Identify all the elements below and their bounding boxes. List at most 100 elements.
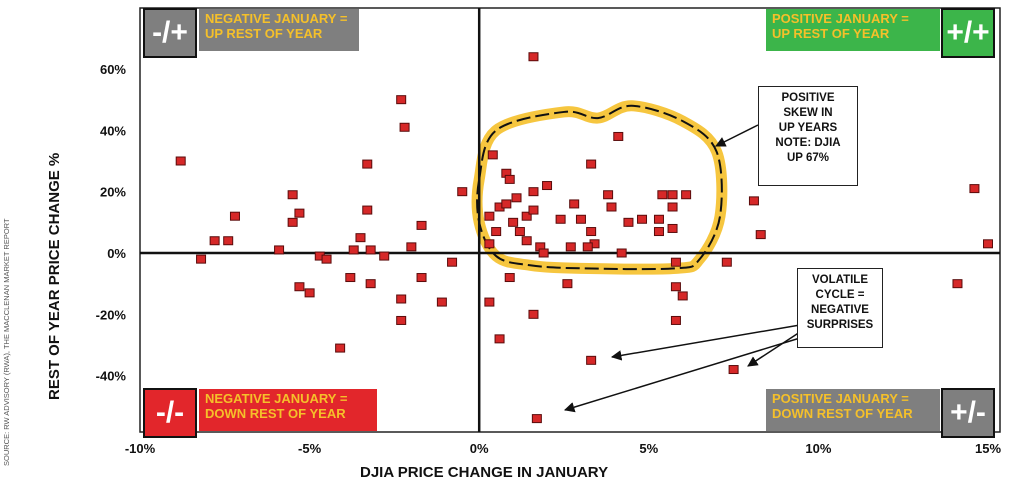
data-point <box>416 220 427 230</box>
data-point <box>569 199 580 209</box>
badge-bottom-right: +/- <box>941 388 995 438</box>
x-tick-label: 15% <box>975 441 1001 456</box>
y-tick-label: 20% <box>100 185 126 200</box>
data-point <box>436 297 447 307</box>
y-tick-label: 60% <box>100 62 126 77</box>
data-point <box>355 233 366 243</box>
data-point <box>175 156 186 166</box>
data-point <box>606 202 617 212</box>
x-tick-label: 10% <box>805 441 831 456</box>
data-point <box>396 294 407 304</box>
data-point <box>542 181 553 191</box>
data-point <box>657 190 668 200</box>
axes <box>139 7 1001 433</box>
annotation-arrow <box>715 124 759 147</box>
data-point <box>487 150 498 160</box>
data-point <box>348 245 359 255</box>
data-point <box>670 315 681 325</box>
data-point <box>623 217 634 227</box>
data-point <box>514 227 525 237</box>
x-tick-labels: -10% -5% 0% 5% 10% 15% <box>125 441 1002 456</box>
data-point <box>287 217 298 227</box>
data-point <box>504 174 515 184</box>
data-point <box>379 251 390 261</box>
highlight-dashed-outline <box>476 104 723 271</box>
y-tick-label: 0% <box>107 246 126 261</box>
data-point <box>562 279 573 289</box>
y-tick-label: 40% <box>100 123 126 138</box>
y-tick-labels: 60% 40% 20% 0% -20% -40% <box>96 62 127 384</box>
data-point <box>528 52 539 62</box>
annotation-arrow <box>563 337 801 413</box>
data-point <box>667 190 678 200</box>
data-point <box>613 131 624 141</box>
data-point <box>653 214 664 224</box>
data-point <box>748 196 759 206</box>
data-point <box>721 257 732 267</box>
annotation-arrows <box>563 124 801 413</box>
data-point <box>511 193 522 203</box>
data-point <box>528 187 539 197</box>
data-point <box>196 254 207 264</box>
data-point <box>365 245 376 255</box>
data-point <box>555 214 566 224</box>
data-point <box>670 257 681 267</box>
data-point <box>406 242 417 252</box>
data-point <box>416 273 427 283</box>
data-point <box>521 236 532 246</box>
data-points <box>175 52 993 424</box>
badge-bottom-left: -/- <box>143 388 197 438</box>
data-point <box>447 257 458 267</box>
data-point <box>586 227 597 237</box>
data-point <box>667 202 678 212</box>
data-point <box>396 95 407 105</box>
x-tick-label: 5% <box>639 441 658 456</box>
x-tick-label: -5% <box>298 441 322 456</box>
data-point <box>983 239 993 249</box>
data-point <box>528 205 539 215</box>
data-point <box>501 199 512 209</box>
y-tick-label: -40% <box>96 369 127 384</box>
data-point <box>484 211 495 221</box>
data-point <box>728 365 739 375</box>
volatile-cycle-note: VOLATILE CYCLE = NEGATIVE SURPRISES <box>797 268 883 348</box>
data-point <box>565 242 576 252</box>
data-point <box>457 187 468 197</box>
data-point <box>528 309 539 319</box>
data-point <box>521 211 532 221</box>
data-point <box>952 279 963 289</box>
data-point <box>538 248 549 258</box>
data-point <box>616 248 627 258</box>
data-point <box>508 217 519 227</box>
data-point <box>637 214 648 224</box>
label-top-left: NEGATIVE JANUARY = UP REST OF YEAR <box>199 9 359 51</box>
data-point <box>670 282 681 292</box>
source-credit: SOURCE: RW ADVISORY (RWA), THE MACCLENAN… <box>2 218 11 466</box>
data-point <box>586 355 597 365</box>
data-point <box>755 230 766 240</box>
data-point <box>396 315 407 325</box>
plot-frame <box>139 7 1001 433</box>
data-point <box>681 190 692 200</box>
data-point <box>653 227 664 237</box>
data-point <box>294 208 305 218</box>
data-point <box>304 288 315 298</box>
x-tick-label: -10% <box>125 441 156 456</box>
annotation-arrow <box>747 331 801 367</box>
data-point <box>362 205 373 215</box>
data-point <box>209 236 220 246</box>
data-point <box>667 223 678 233</box>
data-point <box>582 242 593 252</box>
data-point <box>362 159 373 169</box>
positive-skew-note: POSITIVE SKEW IN UP YEARS NOTE: DJIA UP … <box>758 86 858 186</box>
data-point <box>229 211 240 221</box>
data-point <box>969 184 980 194</box>
x-tick-label: 0% <box>470 441 489 456</box>
label-bottom-left: NEGATIVE JANUARY = DOWN REST OF YEAR <box>199 389 377 431</box>
label-top-right: POSITIVE JANUARY = UP REST OF YEAR <box>766 9 940 51</box>
data-point <box>484 297 495 307</box>
annotation-arrow <box>610 324 801 361</box>
data-point <box>504 273 515 283</box>
data-point <box>399 122 410 132</box>
data-point <box>531 414 542 424</box>
